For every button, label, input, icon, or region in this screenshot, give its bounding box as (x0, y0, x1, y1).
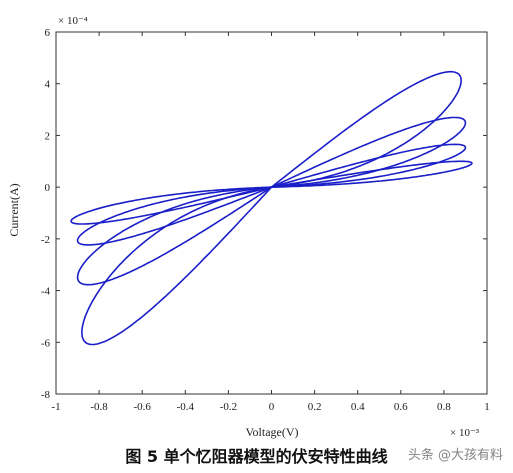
x-multiplier-label: × 10⁻³ (450, 427, 480, 439)
iv-chart: -1 -0.8 -0.6 -0.4 -0.2 0 0.2 0.4 0.6 0.8 1 -8 -6 -4 -2… (0, 0, 513, 445)
iv-loop-smallest (70, 160, 473, 225)
y-tick-label: -8 (41, 389, 51, 401)
figure-caption: 图 5 单个忆阻器模型的伏安特性曲线 (125, 447, 388, 466)
x-tick-label: -0.6 (133, 401, 151, 413)
x-axis-label: Voltage(V) (245, 425, 298, 439)
x-tick-label: 0.2 (308, 401, 322, 413)
x-tick-label: 1 (484, 401, 490, 413)
plot-area (0, 0, 513, 445)
x-tick-label: -0.4 (177, 401, 195, 413)
y-multiplier-label: × 10⁻⁴ (58, 15, 88, 27)
watermark: 头条 @大孩有料 (407, 448, 503, 463)
y-axis-label: Current(A) (7, 183, 21, 236)
y-tick-label: -6 (41, 337, 51, 349)
axis-labels: Current(A) Voltage(V) × 10⁻⁴ × 10⁻³ (7, 15, 480, 439)
x-tick-label: -0.2 (220, 401, 237, 413)
y-tick-label: -4 (41, 286, 51, 298)
y-tick-label: 6 (45, 27, 51, 39)
x-tick-label: 0.6 (394, 401, 408, 413)
x-tick-label: -1 (51, 401, 60, 413)
y-tick-label: 4 (45, 79, 51, 91)
hysteresis-curves (70, 70, 473, 346)
y-tick-label: -2 (41, 234, 50, 246)
axes: -1 -0.8 -0.6 -0.4 -0.2 0 0.2 0.4 0.6 0.8 1 -8 -6 -4 -2… (41, 27, 490, 413)
y-tick-label: 2 (45, 130, 51, 142)
x-tick-label: 0.8 (437, 401, 451, 413)
x-tick-label: 0.4 (351, 401, 365, 413)
y-tick-label: 0 (45, 182, 51, 194)
x-tick-label: -0.8 (90, 401, 108, 413)
x-tick-label: 0 (269, 401, 275, 413)
